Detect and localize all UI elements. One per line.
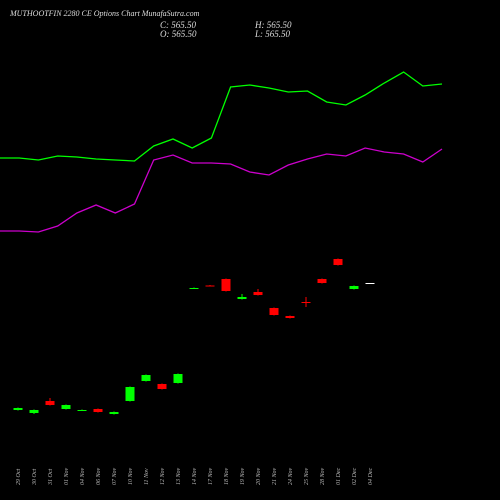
candle-body [269, 308, 279, 315]
candle-body [333, 259, 343, 265]
x-tick-label: 10 Nov [128, 467, 134, 485]
candle-body [29, 410, 39, 413]
candle-body [125, 387, 135, 401]
x-tick-label: 24 Nov [287, 467, 294, 485]
candle-body [253, 292, 263, 295]
x-tick-label: 04 Nov [79, 467, 86, 485]
candle-body [237, 297, 247, 299]
candle-body [349, 286, 359, 289]
candle-body [285, 316, 295, 318]
candle-body [13, 408, 23, 410]
low-label: L: 565.50 [254, 29, 291, 39]
chart-title: MUTHOOTFIN 2280 CE Options Chart MunafaS… [9, 9, 200, 18]
x-tick-label: 01 Dec [336, 468, 342, 485]
open-label: O: 565.50 [160, 29, 197, 39]
candle-body [141, 375, 151, 381]
x-tick-label: 17 Nov [208, 467, 214, 485]
candle-body [205, 285, 215, 287]
x-tick-label: 25 Nov [304, 467, 310, 485]
x-tick-label: 18 Nov [224, 467, 230, 485]
candle-body [109, 412, 119, 414]
x-tick-label: 21 Nov [272, 467, 278, 485]
x-tick-label: 11 Nov [144, 468, 150, 485]
x-tick-label: 01 Nov [64, 467, 70, 485]
candle-body [365, 283, 375, 284]
candle-body [77, 410, 87, 411]
x-tick-label: 07 Nov [112, 467, 118, 485]
high-label: H: 565.50 [254, 20, 292, 30]
x-tick-label: 28 Nov [320, 467, 326, 485]
candle-body [93, 409, 103, 412]
x-tick-label: 20 Nov [256, 467, 262, 485]
candle-body [61, 405, 71, 409]
indicator-line [0, 71, 443, 162]
x-tick-label: 06 Nov [96, 467, 102, 485]
x-tick-label: 30 Oct [32, 469, 38, 486]
candle-body [45, 401, 55, 405]
close-label: C: 565.50 [160, 20, 197, 30]
x-tick-label: 19 Nov [240, 467, 246, 485]
candle-body [173, 374, 183, 383]
x-tick-label: 02 Dec [352, 468, 358, 485]
x-tick-label: 14 Nov [191, 467, 198, 485]
x-tick-label: 31 Oct [48, 469, 54, 486]
candle-body [157, 384, 167, 389]
candle-body [301, 302, 311, 303]
x-tick-label: 13 Nov [176, 467, 182, 485]
candle-body [317, 279, 327, 283]
x-tick-label: 12 Nov [160, 467, 166, 485]
x-tick-label: 29 Oct [16, 469, 22, 485]
candle-body [221, 279, 231, 291]
x-tick-label: 04 Dec [367, 468, 374, 485]
indicator-line [0, 147, 443, 233]
candle-body [189, 288, 199, 289]
